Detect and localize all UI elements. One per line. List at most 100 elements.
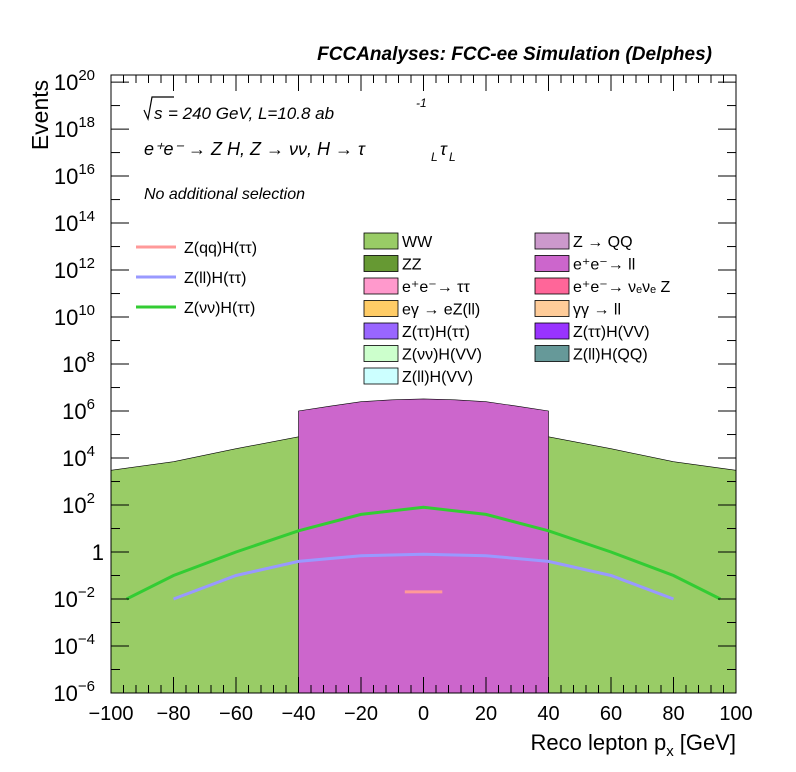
y-tick-exponent: 6	[87, 396, 95, 413]
legend-swatch-e-ez-ll	[363, 300, 399, 317]
legend-label-background: e⁺e⁻→ ττ	[402, 279, 470, 296]
y-tick-exponent: 14	[78, 208, 95, 225]
y-tick-base: 10	[54, 211, 78, 236]
y-tick-label: 10−4	[53, 631, 95, 659]
legend-swatch-e-e-z	[534, 277, 570, 295]
y-tick-label: 1012	[54, 255, 95, 283]
legend-label-signal: Z(νν)H(ττ)	[184, 300, 255, 317]
y-tick-base: 10	[54, 258, 78, 283]
legend-label-signal: Z(qq)H(ττ)	[184, 240, 257, 257]
signal-line-z-ll-h	[172, 552, 675, 601]
legend-label-background: Z(ττ)H(VV)	[573, 324, 650, 341]
legend-label-background: Z(ττ)H(ττ)	[402, 324, 470, 341]
legend-label-background: γγ → ll	[573, 302, 621, 319]
y-tick-exponent: 20	[78, 67, 95, 84]
legend-swatch-z-h-vv	[363, 345, 399, 362]
y-tick-exponent: 12	[78, 255, 95, 272]
legend-swatch-z-h	[363, 322, 399, 340]
legend-label-signal: Z(ll)H(ττ)	[184, 270, 246, 287]
y-tick-exponent: 8	[87, 349, 95, 366]
y-tick-label: 10−6	[53, 678, 95, 706]
y-tick-base: 10	[53, 587, 77, 612]
x-axis-label-subscript: x	[666, 743, 674, 760]
energy-text: = 240 GeV, L=10.8 ab	[168, 104, 334, 123]
energy-exponent: -1	[416, 96, 427, 110]
legend-label-background: eγ → eZ(ll)	[402, 302, 480, 319]
legend-label-background: Z(ll)H(VV)	[402, 369, 473, 386]
legend-swatch-e-e-ll	[534, 255, 570, 272]
y-tick-label: 102	[62, 490, 95, 518]
x-tick-label: −60	[219, 703, 253, 725]
legend-swatch-z-h-vv	[534, 322, 570, 340]
y-tick-base: 10	[54, 70, 78, 95]
legend-swatch-zz	[363, 255, 399, 272]
y-tick-base: 10	[62, 446, 86, 471]
legend-swatch-e-e	[363, 277, 399, 295]
x-tick-label: −20	[344, 703, 378, 725]
sqrt-sign-icon	[143, 96, 174, 122]
legend-label-background: ZZ	[402, 257, 422, 274]
legend-swatch-ww	[363, 232, 399, 250]
x-tick-label: 20	[475, 703, 497, 725]
y-tick-base: 10	[62, 493, 86, 518]
legend-label-background: Z → QQ	[573, 234, 633, 251]
y-tick-exponent: 2	[87, 490, 95, 507]
x-tick-label: 0	[418, 703, 429, 725]
y-tick-exponent: 16	[78, 161, 95, 178]
x-tick-label: −80	[157, 703, 191, 725]
y-tick-base: 10	[53, 634, 77, 659]
process-subscript-1: L	[431, 150, 438, 164]
y-tick-base: 10	[54, 305, 78, 330]
y-tick-base: 10	[54, 117, 78, 142]
energy-prefix: s	[154, 104, 163, 123]
x-tick-label: 40	[537, 703, 559, 725]
chart-title: FCCAnalyses: FCC-ee Simulation (Delphes)	[317, 44, 712, 65]
y-tick-base: 10	[53, 681, 77, 706]
x-axis-label: Reco lepton px [GeV]	[530, 730, 736, 760]
y-tick-label: 10−2	[53, 584, 95, 612]
legend-label-background: WW	[402, 234, 433, 251]
x-tick-label: −40	[282, 703, 316, 725]
y-tick-exponent: −4	[78, 631, 95, 648]
process-tau-2: τ	[440, 139, 448, 159]
y-tick-base: 10	[54, 164, 78, 189]
process-subscript-2: L	[449, 150, 456, 164]
stack-e-e-ll	[298, 398, 549, 694]
legend-swatch-ll	[534, 300, 570, 317]
y-tick-label: 1	[92, 540, 104, 565]
y-tick-label: 1018	[54, 114, 95, 142]
selection-annotation: No additional selection	[144, 186, 305, 203]
y-tick-exponent: −2	[78, 584, 95, 601]
plot-body	[110, 398, 737, 694]
legend-swatch-z-ll-h-vv	[363, 367, 399, 385]
y-tick-label: 108	[62, 349, 95, 377]
y-tick-exponent: 10	[78, 302, 95, 319]
y-tick-label: 1016	[54, 161, 95, 189]
legend-label-background: Z(νν)H(VV)	[402, 347, 482, 364]
y-tick-label: 1020	[54, 67, 95, 95]
x-axis-label-unit: [GeV]	[680, 730, 736, 755]
y-axis-label: Events	[27, 80, 53, 150]
legend-swatch-z-ll-h-qq	[534, 345, 570, 362]
y-tick-label: 1010	[54, 302, 95, 330]
y-tick-base: 10	[62, 352, 86, 377]
signal-line-z-h	[125, 505, 722, 601]
legend-label-background: e⁺e⁻→ νₑνₑ Z	[573, 279, 670, 296]
x-axis-label-text: Reco lepton p	[530, 730, 666, 755]
legend-label-background: e⁺e⁻→ ll	[573, 257, 635, 274]
y-tick-exponent: 4	[87, 443, 95, 460]
y-tick-base: 1	[92, 540, 104, 565]
process-text: e⁺e⁻ → Z H, Z → νν, H → τ	[144, 139, 366, 159]
x-tick-label: 60	[600, 703, 622, 725]
x-tick-label: 100	[719, 703, 752, 725]
legend-label-background: Z(ll)H(QQ)	[573, 347, 648, 364]
legend-swatch-z-qq	[534, 232, 570, 250]
legend-background: WW Z → QQ ZZ e⁺e⁻→ ll e⁺e⁻→ ττ e⁺e⁻→ νₑνₑ Z eγ…	[363, 232, 670, 386]
energy-annotation: s = 240 GeV, L=10.8 ab -1	[143, 96, 427, 123]
y-tick-label: 104	[62, 443, 95, 471]
x-tick-label: −100	[88, 703, 133, 725]
y-tick-exponent: 18	[78, 114, 95, 131]
axes: −100 −80 −60 −40 −20 0 20 40 60 80 100102010181016…	[53, 67, 752, 725]
process-annotation: e⁺e⁻ → Z H, Z → νν, H → τ L τ L	[144, 139, 456, 164]
